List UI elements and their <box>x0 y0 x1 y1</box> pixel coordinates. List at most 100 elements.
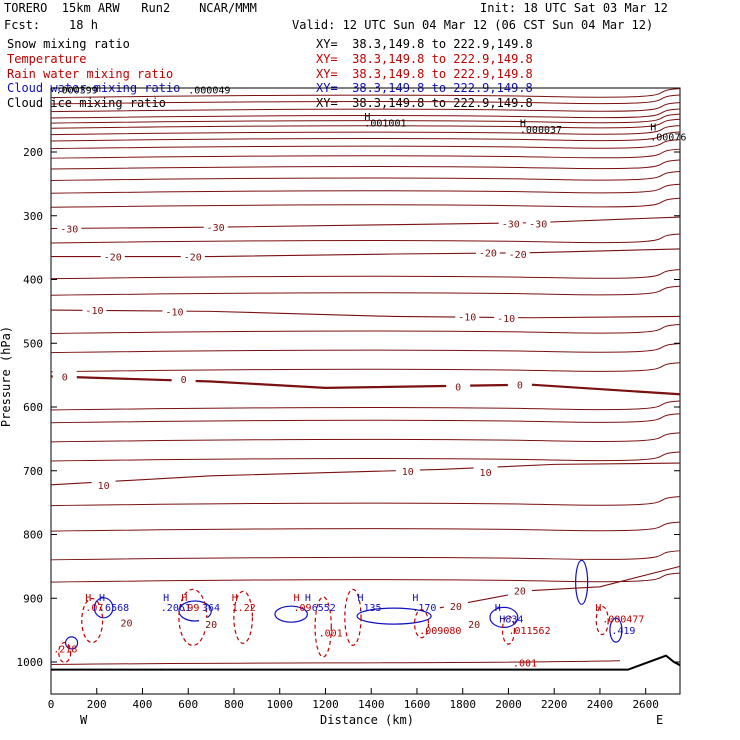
isotherm-line <box>50 660 621 666</box>
contour-label-bg <box>505 248 530 259</box>
isotherm-line <box>50 324 681 334</box>
y-tick-label: 400 <box>23 274 43 287</box>
plot-frame <box>50 87 681 695</box>
contour-label: 10 <box>402 467 414 478</box>
extremum-label: H <box>357 593 363 604</box>
legend-snow: Snow mixing ratio <box>7 37 130 51</box>
contour-label-bg <box>507 584 532 596</box>
x-tick-label: 200 <box>87 698 107 711</box>
isotherm-line <box>50 285 681 296</box>
contour-label: -20 <box>509 250 527 261</box>
legend-snow-xy: XY= 38.3,149.8 to 222.9,149.8 <box>316 37 533 51</box>
legend-temperature: Temperature <box>7 52 87 66</box>
contour-label-bg <box>507 378 532 390</box>
contour-label: 10 <box>98 481 110 492</box>
x-tick-label: 2000 <box>495 698 522 711</box>
moisture-contour <box>178 588 208 646</box>
contour-label: 20 <box>450 602 462 613</box>
extremum-label: H <box>305 593 311 604</box>
isotherm-line <box>50 183 681 194</box>
moisture-contour <box>501 615 516 645</box>
x-tick-label: 2200 <box>541 698 568 711</box>
legend-temperature-xy: XY= 38.3,149.8 to 222.9,149.8 <box>316 52 533 66</box>
extremum-label: .135 <box>357 603 381 614</box>
isotherm-line <box>50 139 681 150</box>
contour-label: 0 <box>181 375 187 386</box>
legend-rain: Rain water mixing ratio <box>7 67 174 81</box>
extremum-label: .218 <box>53 644 77 655</box>
contour-label: 0 <box>455 383 461 394</box>
extremum-label: H <box>181 593 187 604</box>
extremum-label: H <box>232 593 238 604</box>
isotherm-line <box>50 362 681 373</box>
y-tick-label: 700 <box>23 465 43 478</box>
y-tick-label: 200 <box>23 146 43 159</box>
isotherm-line <box>50 197 681 208</box>
isotherm-line <box>50 131 681 142</box>
extremum-label: .000399 <box>56 85 98 96</box>
isotherm-line <box>50 125 681 136</box>
isotherm-line <box>50 233 681 244</box>
x-tick-label: 2600 <box>632 698 659 711</box>
extremum-label: .2061 <box>161 603 191 614</box>
isotherm-line <box>50 159 681 170</box>
extremum-label: .000477 <box>602 614 644 625</box>
contour-label-bg <box>171 372 196 384</box>
extremum-label: H <box>99 593 105 604</box>
temperature-contour <box>50 309 681 319</box>
y-tick-label: 900 <box>23 592 43 605</box>
extremum-label: .000037 <box>520 125 562 136</box>
contour-label-bg <box>455 310 480 322</box>
x-tick-label: 1600 <box>404 698 431 711</box>
isotherm-line <box>50 94 681 105</box>
isotherm-line <box>50 148 681 159</box>
moisture-contour <box>413 609 430 639</box>
extremum-label: .001 <box>319 629 343 640</box>
contour-label: 10 <box>480 468 492 479</box>
contour-label-bg <box>82 304 107 316</box>
extremum-label: .009080 <box>419 626 461 637</box>
contour-label-bg <box>203 221 228 233</box>
contour-label: -10 <box>165 307 183 318</box>
isotherm-line <box>50 550 681 561</box>
x-tick-label: 2400 <box>587 698 614 711</box>
isotherm-line <box>50 572 681 583</box>
moisture-contour <box>489 606 519 628</box>
y-tick-label: 800 <box>23 529 43 542</box>
extremum-label: 364 <box>202 603 220 614</box>
x-tick-label: 1000 <box>266 698 293 711</box>
extremum-label: H <box>364 112 370 123</box>
isotherm-line <box>50 113 681 124</box>
contour-labels: -30 -30 -30 -30 -20 -20 -20 -20 -10 -10 -10 -10 0 0 0 0… <box>52 217 551 631</box>
contour-label: 0 <box>62 372 68 383</box>
extremum-label: .000049 <box>188 85 230 96</box>
x-tick-label: 0 <box>48 698 55 711</box>
contour-label: -10 <box>458 312 476 323</box>
contour-label-bg <box>199 617 224 629</box>
isotherm-line <box>50 88 681 99</box>
contour-label: -20 <box>104 253 122 264</box>
contour-label: 20 <box>120 618 132 629</box>
init-time: Init: 18 UTC Sat 03 Mar 12 <box>480 1 668 15</box>
extremum-label: .07 <box>85 603 103 614</box>
extremum-label: H <box>650 122 656 133</box>
contour-label-bg <box>526 217 551 229</box>
extremum-label: .001 <box>513 658 537 669</box>
contour-label-bg <box>57 222 82 234</box>
temperature-contour <box>51 248 681 258</box>
x-end-west: W <box>80 713 88 727</box>
extremum-label: .419 <box>611 626 635 637</box>
x-tick-label: 600 <box>178 698 198 711</box>
extremum-label: .99 <box>181 603 199 614</box>
extremum-label: H <box>595 603 601 614</box>
x-axis-label: Distance (km) <box>320 713 414 727</box>
y-tick-label: 1000 <box>17 656 44 669</box>
contour-label: -10 <box>497 314 515 325</box>
contour-label: -30 <box>207 223 225 234</box>
contour-label: -20 <box>479 249 497 260</box>
contour-label: 20 <box>205 620 217 631</box>
moisture-contour <box>58 641 72 664</box>
x-tick-label: 800 <box>224 698 244 711</box>
contour-label-bg <box>498 217 523 229</box>
contour-label: -10 <box>85 306 103 317</box>
